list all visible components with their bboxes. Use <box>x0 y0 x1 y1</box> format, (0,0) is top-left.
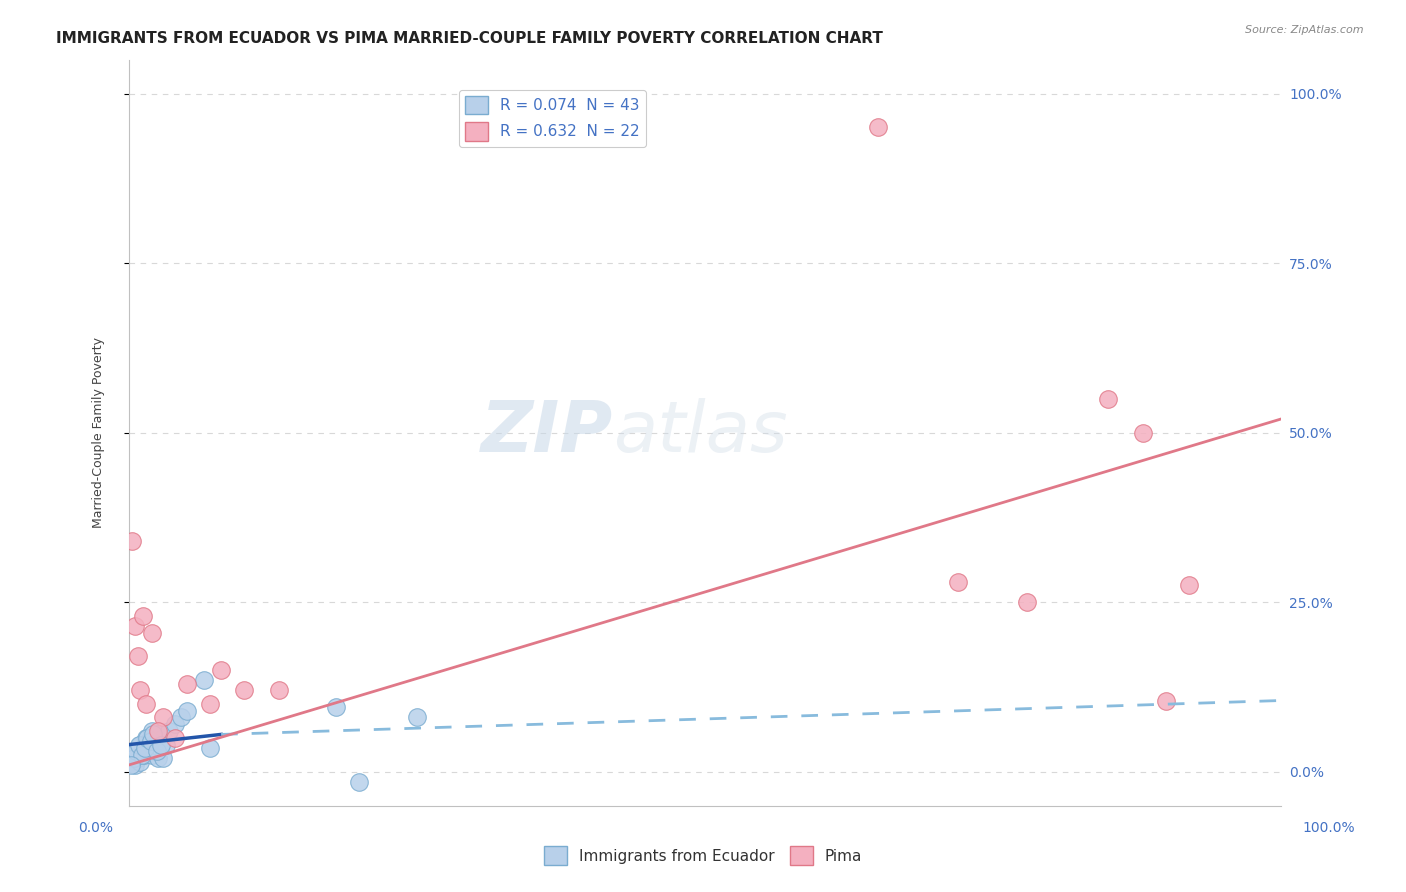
Point <box>149 741 172 756</box>
Point <box>143 738 166 752</box>
Text: atlas: atlas <box>613 398 787 467</box>
Point <box>129 738 152 752</box>
Point <box>193 673 215 688</box>
Point <box>146 727 169 741</box>
Text: ZIP: ZIP <box>481 398 613 467</box>
Point <box>131 747 153 762</box>
Point <box>157 724 180 739</box>
Point <box>209 663 232 677</box>
Point <box>152 731 174 745</box>
Point <box>150 738 173 752</box>
Text: IMMIGRANTS FROM ECUADOR VS PIMA MARRIED-COUPLE FAMILY POVERTY CORRELATION CHART: IMMIGRANTS FROM ECUADOR VS PIMA MARRIED-… <box>56 31 883 46</box>
Point <box>1154 693 1177 707</box>
Point <box>349 775 371 789</box>
Point <box>128 738 150 752</box>
Point <box>267 683 290 698</box>
Point <box>176 704 198 718</box>
Text: 0.0%: 0.0% <box>79 821 112 835</box>
Point <box>138 734 160 748</box>
Point <box>141 625 163 640</box>
Y-axis label: Married-Couple Family Poverty: Married-Couple Family Poverty <box>93 337 105 528</box>
Point <box>163 731 186 745</box>
Point <box>135 731 157 745</box>
Point <box>127 649 149 664</box>
Point <box>139 734 162 748</box>
Point <box>124 758 146 772</box>
Point <box>1132 425 1154 440</box>
Point <box>198 697 221 711</box>
Text: Source: ZipAtlas.com: Source: ZipAtlas.com <box>1246 25 1364 35</box>
Point <box>948 574 970 589</box>
Point <box>146 724 169 739</box>
Point <box>176 676 198 690</box>
Point <box>142 727 165 741</box>
Text: 100.0%: 100.0% <box>1302 821 1355 835</box>
Point <box>120 758 142 772</box>
Point <box>198 741 221 756</box>
Point <box>121 755 143 769</box>
Point <box>1177 578 1199 592</box>
Point <box>135 744 157 758</box>
Point <box>866 120 889 135</box>
Point <box>152 751 174 765</box>
Point <box>127 751 149 765</box>
Point <box>138 741 160 756</box>
Point <box>136 731 159 745</box>
Point <box>129 755 152 769</box>
Point <box>141 724 163 739</box>
Point <box>152 710 174 724</box>
Point <box>129 683 152 698</box>
Point <box>170 710 193 724</box>
Point <box>145 744 167 758</box>
Point <box>141 747 163 762</box>
Point <box>132 608 155 623</box>
Point <box>132 741 155 756</box>
Point <box>134 741 156 756</box>
Point <box>406 710 429 724</box>
Point <box>233 683 256 698</box>
Point <box>122 751 145 765</box>
Legend: Immigrants from Ecuador, Pima: Immigrants from Ecuador, Pima <box>537 840 869 871</box>
Point <box>325 700 347 714</box>
Legend: R = 0.074  N = 43, R = 0.632  N = 22: R = 0.074 N = 43, R = 0.632 N = 22 <box>460 89 647 147</box>
Point <box>146 751 169 765</box>
Point <box>132 747 155 762</box>
Point <box>155 738 177 752</box>
Point <box>121 534 143 549</box>
Point <box>135 697 157 711</box>
Point <box>1097 392 1119 406</box>
Point <box>125 744 148 758</box>
Point <box>124 747 146 762</box>
Point <box>125 744 148 758</box>
Point <box>163 717 186 731</box>
Point <box>145 744 167 758</box>
Point <box>1017 595 1039 609</box>
Point <box>124 619 146 633</box>
